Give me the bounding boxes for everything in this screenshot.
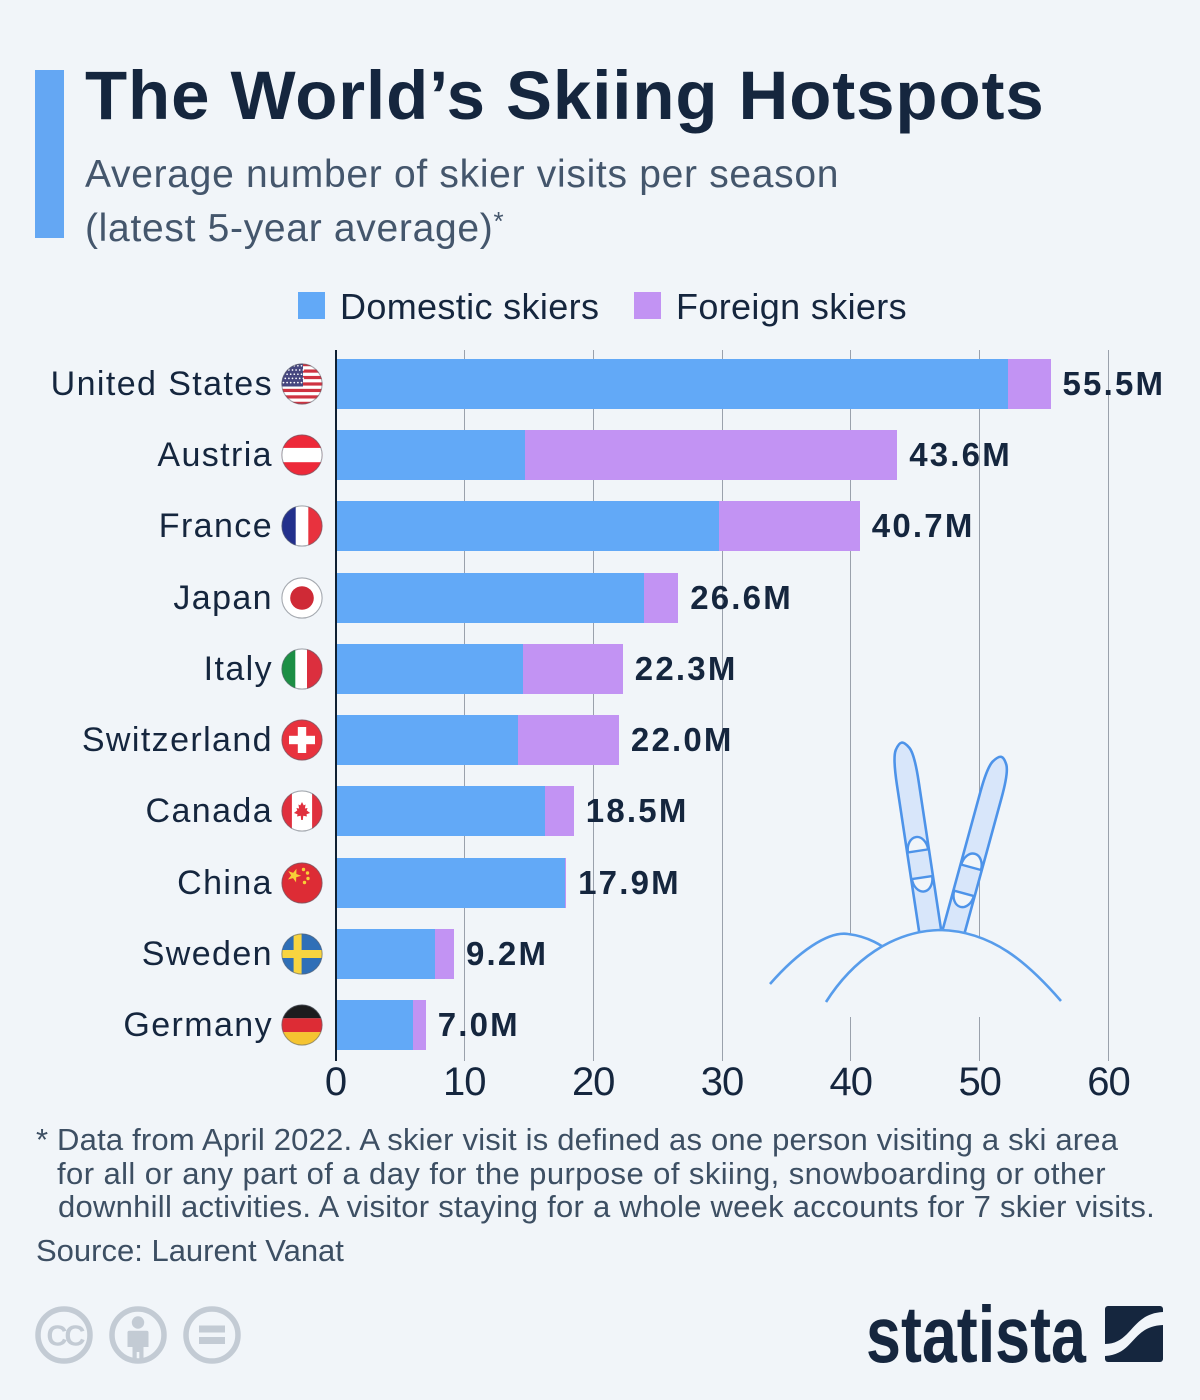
svg-text:statista: statista — [866, 1292, 1086, 1372]
svg-text:CC: CC — [47, 1321, 86, 1353]
